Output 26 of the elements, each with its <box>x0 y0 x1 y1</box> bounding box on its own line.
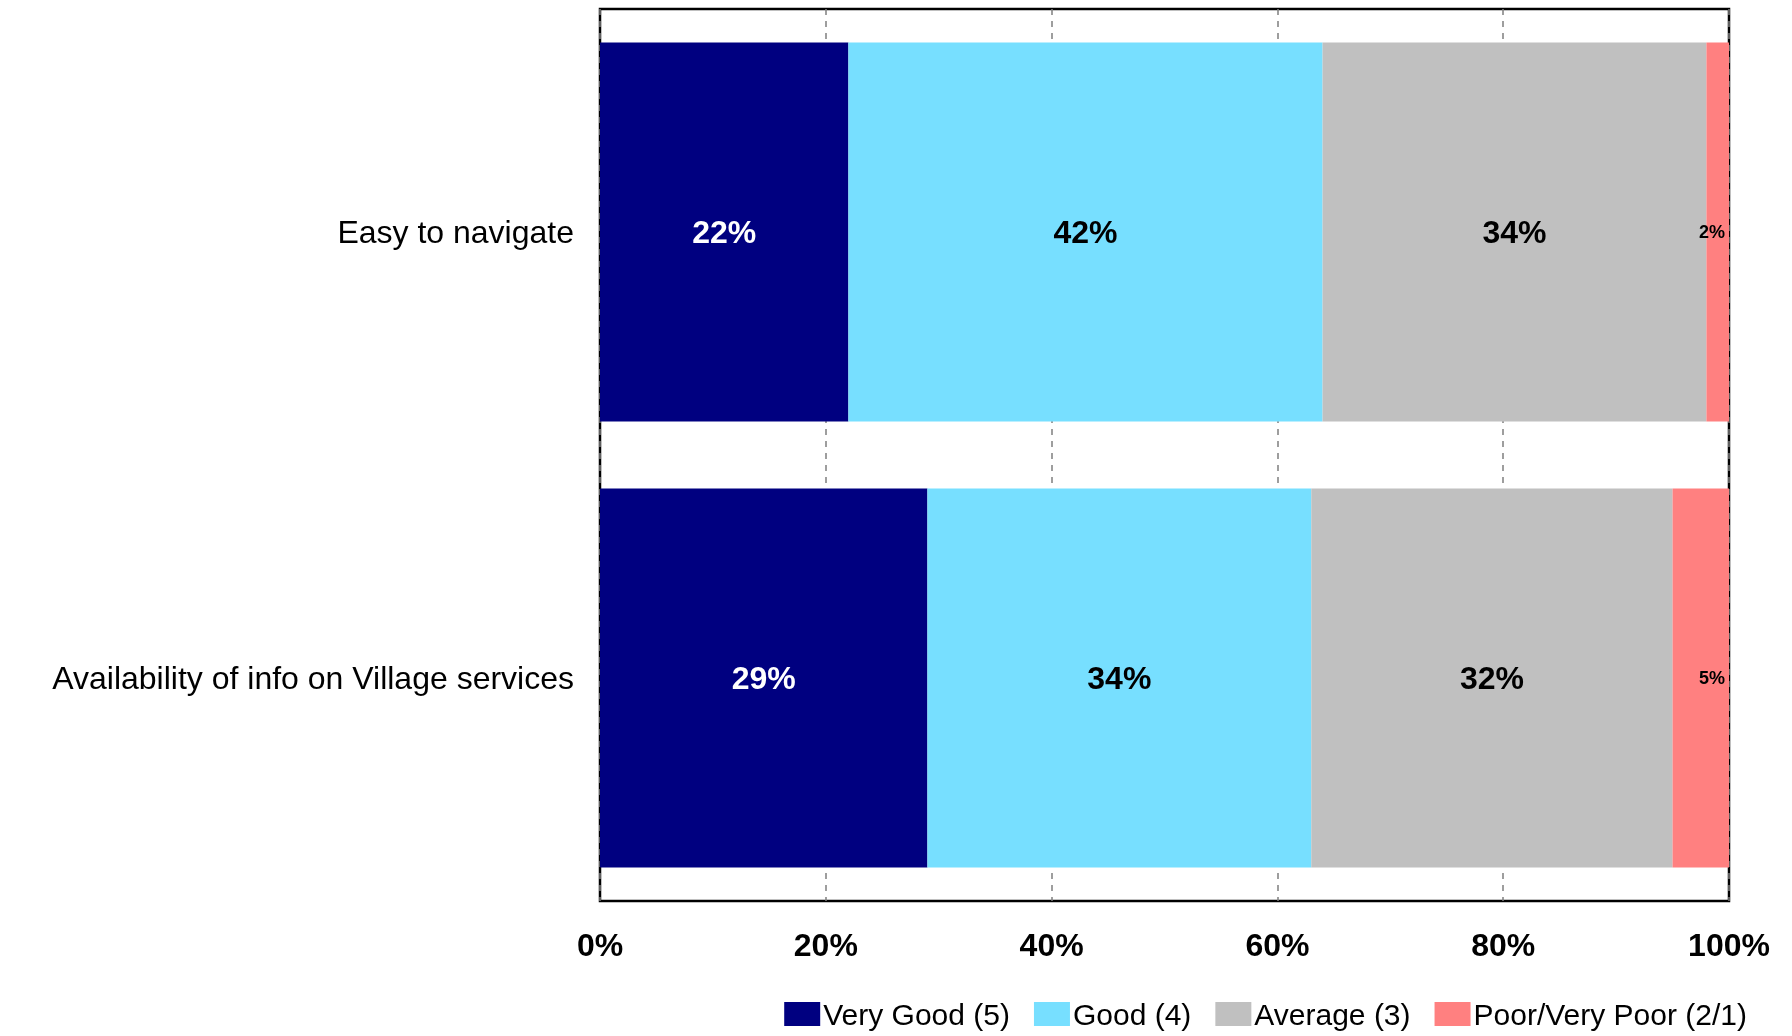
data-label: 29% <box>731 660 796 696</box>
x-tick-label: 100% <box>1688 927 1770 963</box>
bar <box>600 42 849 422</box>
data-label: 2% <box>1698 222 1725 242</box>
data-label: 34% <box>1482 214 1547 250</box>
x-tick-label: 60% <box>1245 927 1310 963</box>
y-tick-label: Availability of info on Village services <box>52 660 574 696</box>
data-label: 22% <box>692 214 757 250</box>
x-tick-label: 20% <box>793 927 858 963</box>
bar <box>927 488 1312 868</box>
bar <box>1672 488 1729 868</box>
legend-label: Good (4) <box>1072 997 1192 1031</box>
x-tick-label: 80% <box>1471 927 1536 963</box>
x-tick-label: 0% <box>576 927 624 963</box>
bar <box>848 42 1323 422</box>
data-label: 42% <box>1053 214 1118 250</box>
data-label: 34% <box>1087 660 1152 696</box>
bar <box>600 488 928 868</box>
x-tick-label: 40% <box>1019 927 1084 963</box>
legend-label: Average (3) <box>1254 997 1411 1031</box>
data-label: 5% <box>1698 668 1725 688</box>
bar <box>1311 488 1673 868</box>
data-label: 32% <box>1459 660 1524 696</box>
y-tick-label: Easy to navigate <box>337 214 574 250</box>
legend-label: Poor/Very Poor (2/1) <box>1473 997 1748 1031</box>
legend-label: Very Good (5) <box>823 997 1010 1031</box>
